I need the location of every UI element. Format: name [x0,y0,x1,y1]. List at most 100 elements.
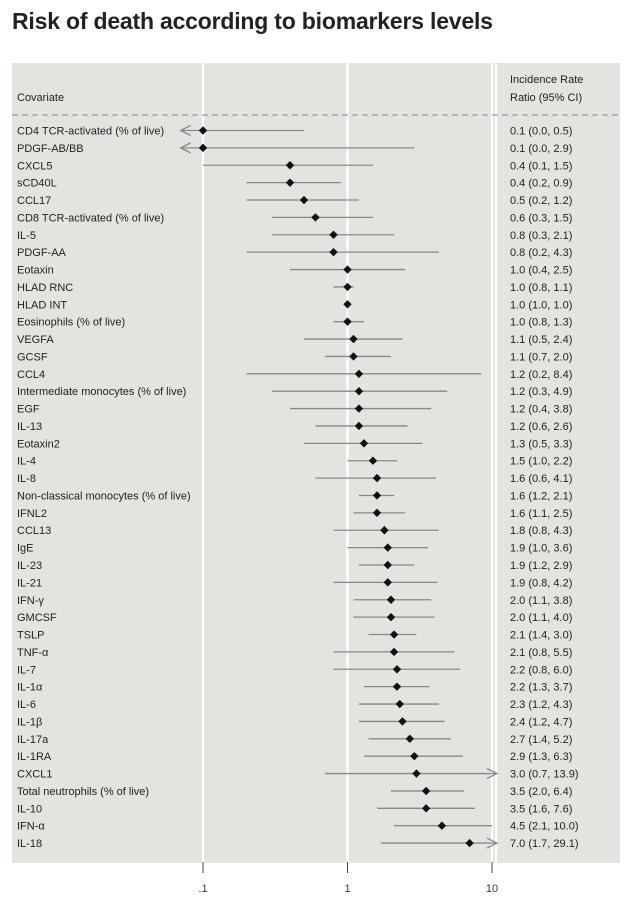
irr-value: 1.6 (0.6, 4.1) [510,473,572,485]
forest-row: CCL13 1.8 (0.8, 4.3) [17,525,572,537]
covariate-label: IFNL2 [17,508,47,520]
covariate-label: GCSF [17,351,48,363]
covariate-label: IL-10 [17,803,42,815]
irr-value: 1.5 (1.0, 2.2) [510,456,572,468]
x-tick-label: 1 [344,883,350,895]
irr-value: 2.2 (1.3, 3.7) [510,682,572,694]
irr-value: 7.0 (1.7, 29.1) [510,838,579,850]
point-estimate-marker [311,213,320,222]
covariate-label: IgE [17,543,34,555]
point-estimate-marker [354,404,364,413]
forest-row: IL-23 1.9 (1.2, 2.9) [17,560,572,572]
covariate-label: Eosinophils (% of live) [17,317,125,329]
point-estimate-marker [349,352,358,361]
x-tick-label: .1 [198,883,207,895]
irr-value: 1.8 (0.8, 4.3) [510,525,572,537]
covariate-label: PDGF-AB/BB [17,143,84,155]
point-estimate-marker [383,560,392,570]
point-estimate-marker [329,230,338,239]
irr-value: 1.2 (0.2, 8.4) [510,369,572,381]
forest-row: IL-5 0.8 (0.3, 2.1) [17,230,572,242]
irr-value: 1.9 (0.8, 4.2) [510,577,572,589]
covariate-label: Eotaxin [17,265,54,277]
irr-value: 1.0 (1.0, 1.0) [510,299,572,311]
irr-value: 3.0 (0.7, 13.9) [510,769,579,781]
covariate-label: HLAD INT [17,299,67,311]
covariate-label: Eotaxin2 [17,438,60,450]
irr-value: 1.1 (0.7, 2.0) [510,351,572,363]
forest-row: Eosinophils (% of live) 1.0 (0.8, 1.3) [17,317,572,329]
forest-row: HLAD INT 1.0 (1.0, 1.0) [17,299,572,311]
point-estimate-marker [386,612,396,622]
forest-row: CCL17 0.5 (0.2, 1.2) [17,195,572,207]
irr-value: 0.4 (0.1, 1.5) [510,160,572,172]
covariate-label: IFN-α [17,821,45,833]
forest-row: IL-6 2.3 (1.2, 4.3) [17,699,572,711]
irr-header-line2: Ratio (95% CI) [510,92,582,104]
irr-value: 0.6 (0.3, 1.5) [510,212,572,224]
forest-row: sCD40L 0.4 (0.2, 0.9) [17,178,572,190]
covariate-label: IL-23 [17,560,42,572]
irr-value: 2.4 (1.2, 4.7) [510,716,572,728]
forest-row: EGF 1.2 (0.4, 3.8) [17,404,572,416]
covariate-label: GMCSF [17,612,57,624]
ci-arrow-right [486,767,499,780]
irr-header-line1: Incidence Rate [510,74,583,86]
forest-row: IL-21 1.9 (0.8, 4.2) [17,577,572,589]
irr-value: 1.2 (0.4, 3.8) [510,404,572,416]
ci-arrow-left [179,124,191,137]
irr-value: 4.5 (2.1, 10.0) [510,821,579,833]
irr-value: 0.8 (0.3, 2.1) [510,230,572,242]
point-estimate-marker [329,247,338,257]
covariate-label: Intermediate monocytes (% of live) [17,386,186,398]
forest-row: VEGFA 1.1 (0.5, 2.4) [17,334,572,346]
forest-row: CD4 TCR-activated (% of live) 0.1 (0.0, 0… [17,124,572,138]
irr-value: 0.1 (0.0, 2.9) [510,143,572,155]
covariate-label: CD4 TCR-activated (% of live) [17,126,164,138]
irr-value: 2.3 (1.2, 4.3) [510,699,572,711]
point-estimate-marker [389,647,399,657]
forest-row: IL-10 3.5 (1.6, 7.6) [17,803,572,815]
covariate-label: CD8 TCR-activated (% of live) [17,212,164,224]
point-estimate-marker [349,334,358,344]
forest-row: IL-8 1.6 (0.6, 4.1) [17,473,572,485]
point-estimate-marker [389,630,399,639]
x-tick-label: 10 [486,883,498,895]
irr-value: 0.4 (0.2, 0.9) [510,178,572,190]
covariate-label: VEGFA [17,334,54,346]
irr-value: 2.2 (0.8, 6.0) [510,664,572,676]
covariate-label: CXCL1 [17,769,52,781]
point-estimate-marker [372,491,382,500]
irr-value: 2.1 (0.8, 5.5) [510,647,572,659]
point-estimate-marker [398,717,407,726]
covariate-label: IL-7 [17,664,36,676]
irr-value: 2.1 (1.4, 3.0) [510,630,572,642]
forest-row: PDGF-AB/BB 0.1 (0.0, 2.9) [17,142,572,155]
covariate-label: IL-1α [17,682,43,694]
irr-value: 0.8 (0.2, 4.3) [510,247,572,259]
irr-value: 1.1 (0.5, 2.4) [510,334,572,346]
irr-value: 0.5 (0.2, 1.2) [510,195,572,207]
forest-row: IFN-γ 2.0 (1.1, 3.8) [17,595,572,607]
covariate-label: IL-4 [17,456,36,468]
irr-value: 1.0 (0.8, 1.3) [510,317,572,329]
point-estimate-marker [359,439,369,448]
ci-arrow-right [486,837,499,849]
point-estimate-marker [405,734,415,743]
irr-value: 2.0 (1.1, 4.0) [510,612,572,624]
point-estimate-marker [437,821,447,830]
irr-value: 1.0 (0.4, 2.5) [510,265,572,277]
forest-row: CXCL5 0.4 (0.1, 1.5) [17,160,572,172]
forest-row: IL-1α 2.2 (1.3, 3.7) [17,682,572,694]
forest-row: Non-classical monocytes (% of live) 1.6 (… [17,490,572,502]
covariate-label: PDGF-AA [17,247,67,259]
covariate-header: Covariate [17,92,64,104]
point-estimate-marker [372,508,382,518]
point-estimate-marker [421,804,431,813]
point-estimate-marker [299,195,309,205]
irr-value: 3.5 (1.6, 7.6) [510,803,572,815]
point-estimate-marker [343,265,352,274]
forest-row: IL-1β 2.4 (1.2, 4.7) [17,716,572,728]
covariate-label: EGF [17,404,40,416]
forest-row: IL-17a 2.7 (1.4, 5.2) [17,734,572,746]
